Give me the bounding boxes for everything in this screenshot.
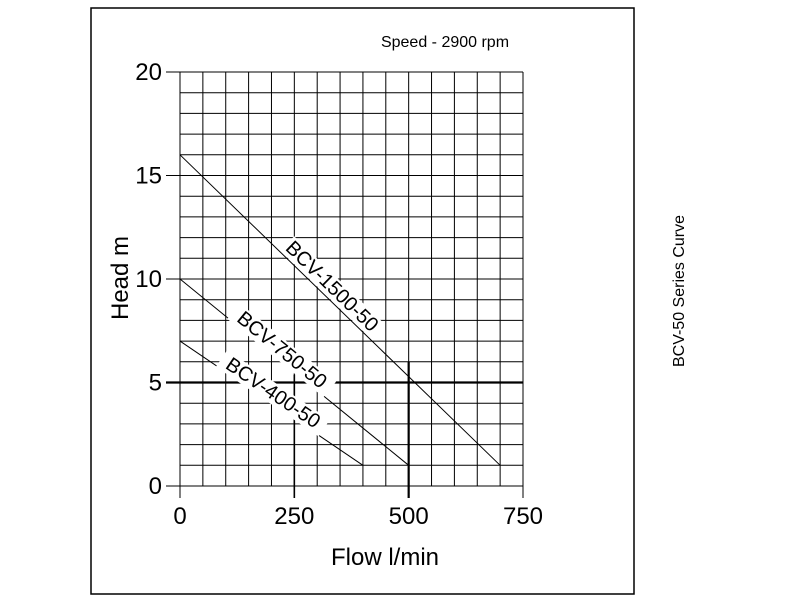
y-tick-label: 15 xyxy=(135,163,162,190)
side-title: BCV-50 Series Curve xyxy=(671,215,688,367)
series-label-group: BCV-1500-50 xyxy=(280,236,384,337)
x-tick-label: 250 xyxy=(274,503,314,530)
series-label: BCV-1500-50 xyxy=(281,237,383,336)
reference-lines xyxy=(166,361,523,498)
speed-annotation: Speed - 2900 rpm xyxy=(381,34,509,51)
y-tick-label: 20 xyxy=(135,59,162,86)
y-axis-title: Head m xyxy=(107,236,134,320)
series-line-bcv-1500-50 xyxy=(179,154,501,466)
x-tick-label: 0 xyxy=(173,503,186,530)
y-tick-label: 0 xyxy=(149,473,162,500)
tick-labels: 0 5 10 15 20 0 250 500 750 xyxy=(135,59,543,530)
y-tick-label: 10 xyxy=(135,266,162,293)
series-label-background xyxy=(280,236,384,337)
x-tick-label: 500 xyxy=(389,503,429,530)
series-label-background xyxy=(215,350,330,437)
y-tick-label: 5 xyxy=(149,370,162,397)
series-label-background xyxy=(227,303,337,398)
chart-frame xyxy=(90,7,635,595)
x-tick-label: 750 xyxy=(503,503,543,530)
x-axis-title: Flow l/min xyxy=(331,544,439,571)
